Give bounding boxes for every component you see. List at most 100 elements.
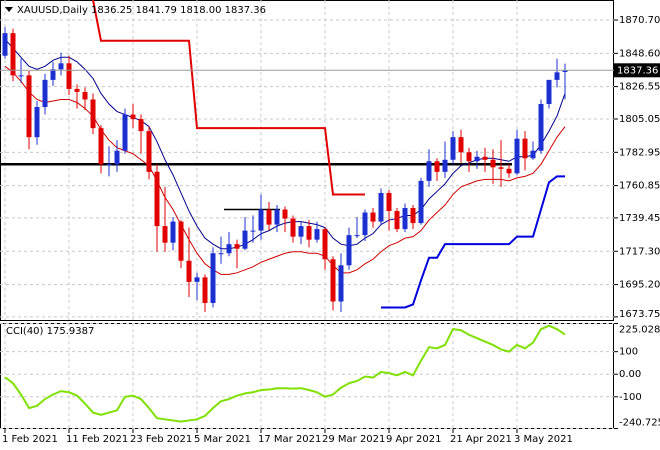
candle-body <box>546 79 552 105</box>
candle-body <box>474 156 480 162</box>
candle-body <box>346 235 352 266</box>
candle-body <box>466 152 472 162</box>
candle-body <box>314 229 320 240</box>
chart-title: XAUUSD,Daily 1836.25 1841.79 1818.00 183… <box>17 5 266 16</box>
candle-body <box>266 209 272 225</box>
candle-body <box>18 75 24 77</box>
y-tick-label: 1848.60 <box>619 48 660 59</box>
candle-body <box>82 91 88 100</box>
candle-body <box>218 253 224 255</box>
cci-title: CCI(40) 175.9387 <box>6 326 94 337</box>
candle-body <box>274 209 280 225</box>
title-icon <box>5 7 13 12</box>
candle-body <box>234 244 240 249</box>
candle-body <box>106 164 112 166</box>
candle-body <box>378 192 384 222</box>
y-tick-label: 1673.75 <box>619 309 660 320</box>
candle-body <box>450 137 456 160</box>
candle-body <box>442 159 448 172</box>
indicator-line <box>92 0 365 196</box>
y-tick-label: 1826.55 <box>619 82 660 93</box>
candle-body <box>562 70 568 72</box>
candle-body <box>554 72 560 80</box>
candle-body <box>138 119 144 132</box>
candle-body <box>58 63 64 70</box>
candle-body <box>114 150 120 165</box>
main-panel-frame <box>0 0 614 321</box>
indicator-line <box>381 175 565 309</box>
candle-body <box>538 104 544 151</box>
candle-body <box>154 171 160 227</box>
candle-body <box>290 218 296 237</box>
x-tick-label: 5 Mar 2021 <box>194 434 251 445</box>
candle-body <box>162 226 168 243</box>
candle-body <box>90 99 96 129</box>
candle-body <box>410 208 416 224</box>
y-tick-label: 0.00 <box>619 369 641 380</box>
candle-body <box>394 211 400 230</box>
candle-body <box>306 226 312 240</box>
candle-body <box>362 212 368 236</box>
candle-body <box>74 88 80 92</box>
candle-body <box>178 221 184 261</box>
x-tick-label: 11 Feb 2021 <box>66 434 128 445</box>
candle-body <box>282 209 288 219</box>
candle-body <box>482 156 488 160</box>
candle-body <box>506 168 512 174</box>
candle-body <box>354 235 360 237</box>
candle-body <box>34 107 40 138</box>
last-price-label: 1837.36 <box>617 65 658 76</box>
candle-body <box>122 114 128 151</box>
y-tick-label: 1870.70 <box>619 15 660 26</box>
axes: 1870.70 1848.60 1826.55 1805.05 1782.95 1760.… <box>2 15 660 445</box>
candle-body <box>330 259 336 302</box>
candle-body <box>514 138 520 174</box>
candle-body <box>194 277 200 282</box>
y-tick-label: 1739.45 <box>619 213 660 224</box>
candle-body <box>370 212 376 222</box>
y-tick-label: 1782.95 <box>619 147 660 158</box>
candle-body <box>42 79 48 108</box>
cci-line <box>4 324 566 423</box>
candle-body <box>338 265 344 302</box>
last-price-box <box>614 63 660 78</box>
y-tick-label: -240.7252 <box>619 418 660 429</box>
candle-body <box>498 167 504 169</box>
candle-body <box>250 230 256 232</box>
x-tick-label: 17 Mar 2021 <box>258 434 321 445</box>
indicator-line <box>4 65 566 275</box>
candle-body <box>50 69 56 80</box>
y-tick-label: 1805.05 <box>619 114 660 125</box>
x-tick-label: 23 Feb 2021 <box>130 434 192 445</box>
candle-body <box>490 159 496 168</box>
candle-body <box>522 138 528 159</box>
candle-body <box>242 230 248 249</box>
candle-body <box>322 229 328 260</box>
x-tick-label: 29 Mar 2021 <box>322 434 385 445</box>
candle-body <box>298 226 304 237</box>
x-tick-label: 21 Apr 2021 <box>450 434 512 445</box>
candle-body <box>130 114 136 120</box>
candle-body <box>386 192 392 212</box>
y-tick-label: 100 <box>619 347 638 358</box>
y-tick-label: 1760.85 <box>619 181 660 192</box>
x-tick-label: 9 Apr 2021 <box>386 434 441 445</box>
candle-body <box>66 63 72 89</box>
cci-plot <box>0 323 614 429</box>
y-tick-label: -100 <box>619 392 642 403</box>
candle-body <box>434 161 440 172</box>
candle-body <box>226 244 232 254</box>
x-tick-label: 1 Feb 2021 <box>2 434 58 445</box>
candle-body <box>458 137 464 153</box>
candle-body <box>210 253 216 303</box>
candle-body <box>186 260 192 282</box>
y-tick-label: 1695.20 <box>619 280 660 291</box>
main-plot <box>0 0 614 320</box>
candle-body <box>402 208 408 230</box>
candle-body <box>202 277 208 303</box>
x-tick-label: 3 May 2021 <box>514 434 573 445</box>
candle-body <box>170 221 176 243</box>
y-tick-label: 225.0286 <box>619 325 660 336</box>
candle-body <box>426 161 432 181</box>
